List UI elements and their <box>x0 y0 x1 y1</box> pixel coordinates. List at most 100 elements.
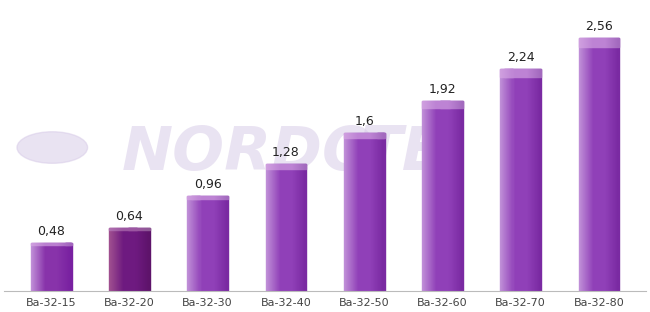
Bar <box>606 38 607 46</box>
Bar <box>378 133 380 138</box>
Bar <box>348 133 349 291</box>
Bar <box>214 196 216 199</box>
Bar <box>360 133 361 291</box>
Bar <box>423 101 424 291</box>
Bar <box>294 164 295 169</box>
Bar <box>124 228 125 230</box>
Bar <box>196 196 198 291</box>
Bar <box>70 243 72 245</box>
Bar <box>190 196 192 199</box>
Bar <box>291 164 292 291</box>
Bar <box>503 70 504 291</box>
Bar <box>40 243 41 245</box>
Bar <box>582 38 584 46</box>
Bar <box>372 133 374 291</box>
Bar <box>31 243 32 291</box>
Bar <box>109 228 110 230</box>
Bar <box>219 196 220 199</box>
Bar <box>611 38 612 46</box>
Bar <box>448 101 450 108</box>
Bar <box>128 228 129 230</box>
Bar <box>280 164 281 291</box>
Bar <box>582 38 583 291</box>
Bar <box>443 101 445 291</box>
Bar <box>213 196 214 291</box>
Text: TE: TE <box>360 124 444 183</box>
Bar <box>147 228 148 291</box>
Bar <box>344 133 346 291</box>
Bar <box>35 243 36 245</box>
Text: 0,48: 0,48 <box>37 226 65 238</box>
Text: 0,64: 0,64 <box>116 210 143 223</box>
Bar <box>223 196 224 291</box>
Bar <box>452 101 454 108</box>
Bar <box>135 228 136 230</box>
Bar <box>512 70 514 291</box>
Bar <box>584 38 586 46</box>
Bar <box>214 196 215 199</box>
Bar <box>355 133 356 291</box>
Bar <box>425 101 426 291</box>
Bar <box>447 101 448 108</box>
Bar <box>594 38 595 291</box>
Bar <box>618 38 619 46</box>
Bar <box>138 228 140 230</box>
Bar <box>355 133 356 138</box>
Bar <box>447 101 448 291</box>
Bar <box>445 101 447 291</box>
Bar <box>294 164 295 291</box>
Bar <box>431 101 432 108</box>
Bar <box>303 164 304 291</box>
Bar <box>300 164 302 169</box>
Bar <box>604 38 605 46</box>
Bar <box>443 101 445 108</box>
Bar <box>433 101 434 291</box>
Bar <box>227 196 228 291</box>
Bar <box>517 70 518 77</box>
Bar <box>596 38 597 291</box>
Bar <box>600 38 601 291</box>
Bar <box>126 228 127 291</box>
Bar <box>202 196 203 199</box>
Bar <box>187 196 188 291</box>
Bar <box>351 133 352 138</box>
Bar <box>440 101 441 108</box>
Bar <box>537 70 538 77</box>
Bar <box>436 101 437 108</box>
Bar <box>47 243 48 245</box>
Bar <box>54 243 55 245</box>
Bar <box>427 101 428 291</box>
Bar <box>344 133 345 138</box>
Bar <box>528 70 529 291</box>
Bar <box>272 164 274 291</box>
Bar <box>615 38 616 291</box>
Bar <box>593 38 594 291</box>
Bar <box>202 196 203 291</box>
Bar <box>278 164 279 291</box>
Bar <box>187 196 188 199</box>
Bar <box>584 38 586 291</box>
Bar <box>601 38 602 291</box>
Bar <box>144 228 145 291</box>
Bar <box>600 38 601 46</box>
Bar <box>32 243 34 245</box>
Bar <box>272 164 273 291</box>
Bar <box>45 243 46 291</box>
Bar <box>37 243 38 291</box>
Bar <box>508 70 510 291</box>
Bar <box>428 101 429 291</box>
Bar <box>221 196 222 291</box>
Bar <box>367 133 369 138</box>
Bar <box>359 133 360 138</box>
Bar <box>584 38 585 46</box>
Bar <box>526 70 527 77</box>
Bar <box>528 70 529 77</box>
Bar <box>285 164 286 169</box>
Bar <box>140 228 142 291</box>
Bar <box>374 133 376 138</box>
Bar <box>582 38 584 291</box>
Bar <box>39 243 40 245</box>
Bar <box>591 38 592 291</box>
Bar <box>200 196 202 199</box>
Bar <box>127 228 129 291</box>
